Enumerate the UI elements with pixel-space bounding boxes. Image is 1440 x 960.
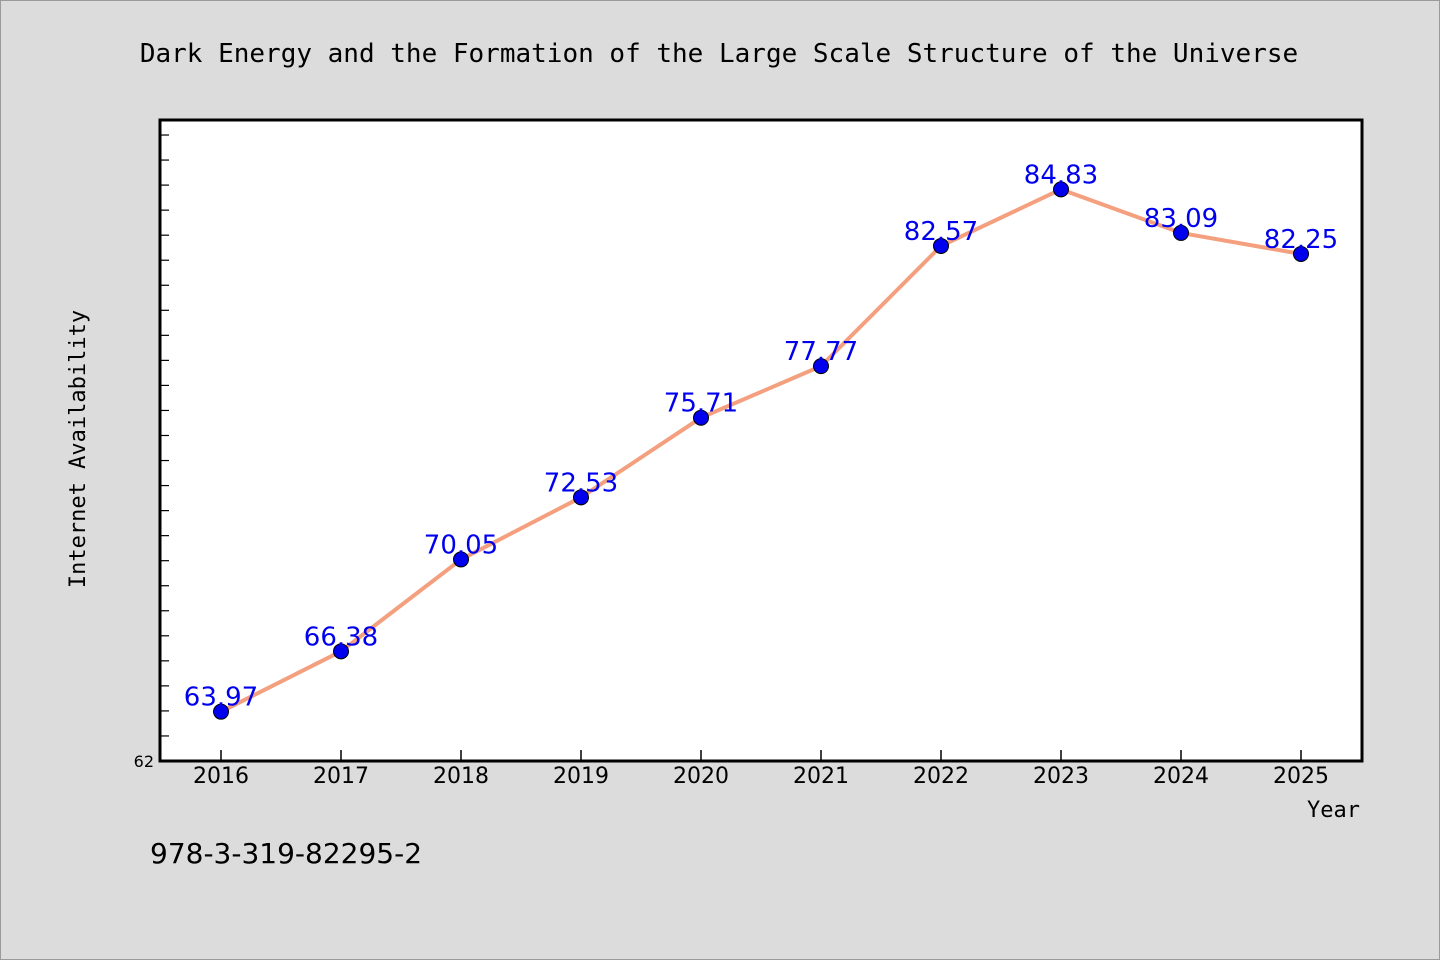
data-point bbox=[213, 703, 229, 720]
data-point bbox=[1173, 224, 1189, 241]
x-tick-label: 2024 bbox=[1153, 764, 1209, 789]
data-label: 70.05 bbox=[424, 530, 498, 560]
x-axis-ticks bbox=[220, 750, 1302, 761]
x-tick-label: 2018 bbox=[433, 764, 489, 789]
data-point bbox=[813, 358, 829, 375]
x-tick-label: 2019 bbox=[553, 764, 609, 789]
data-label: 63.97 bbox=[184, 683, 258, 713]
data-point bbox=[933, 237, 949, 254]
chart-title: Dark Energy and the Formation of the Lar… bbox=[140, 39, 1298, 69]
x-axis-tick-labels: 2016 2017 2018 2019 2020 2021 2022 2023 2024 2025 bbox=[193, 764, 1329, 789]
series-line bbox=[219, 187, 1303, 714]
x-tick-label: 2017 bbox=[313, 764, 369, 789]
data-point bbox=[693, 409, 709, 426]
data-label: 66.38 bbox=[304, 622, 378, 652]
data-point bbox=[1053, 181, 1069, 198]
data-label: 83.09 bbox=[1144, 204, 1218, 234]
data-label: 82.25 bbox=[1264, 225, 1338, 255]
data-label: 77.77 bbox=[784, 337, 858, 367]
data-label: 84.83 bbox=[1024, 160, 1098, 190]
x-tick-label: 2020 bbox=[673, 764, 729, 789]
data-label: 75.71 bbox=[664, 389, 738, 419]
data-point bbox=[1293, 245, 1309, 262]
x-tick-label: 2021 bbox=[793, 764, 849, 789]
data-labels-layer: 63.97 66.38 70.05 72.53 75.71 77.77 82.57 84.83… bbox=[184, 160, 1338, 712]
x-tick-label: 2023 bbox=[1033, 764, 1089, 789]
data-label: 72.53 bbox=[544, 468, 618, 498]
y-axis-label: Internet Availability bbox=[66, 310, 91, 588]
data-point bbox=[573, 489, 589, 506]
series-layer bbox=[213, 181, 1309, 720]
y-tick-label: 62 bbox=[134, 752, 154, 771]
data-point bbox=[333, 643, 349, 660]
isbn-footer: 978-3-319-82295-2 bbox=[150, 837, 423, 870]
data-label: 82.57 bbox=[904, 217, 978, 247]
x-tick-label: 2025 bbox=[1273, 764, 1329, 789]
data-point bbox=[453, 551, 469, 568]
x-tick-label: 2016 bbox=[193, 764, 249, 789]
x-axis-label: Year bbox=[1307, 798, 1360, 823]
y-axis-ticks bbox=[160, 134, 169, 762]
x-tick-label: 2022 bbox=[913, 764, 969, 789]
